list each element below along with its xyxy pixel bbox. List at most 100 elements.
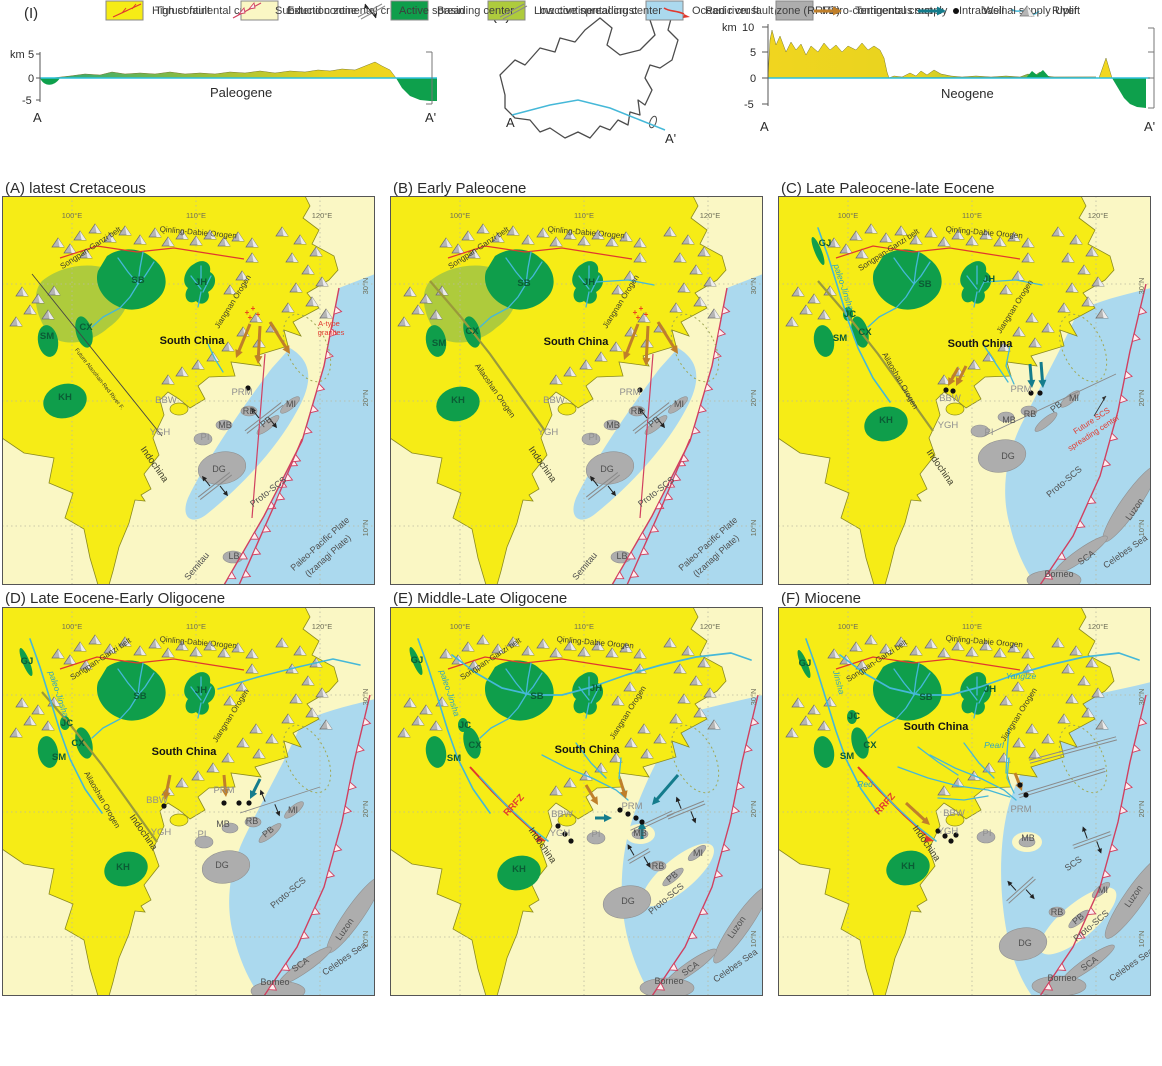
uplift-icon-face (1019, 738, 1025, 747)
uplift-icon-face (288, 714, 294, 723)
well-dot (1028, 390, 1034, 396)
uplift-icon-face (676, 714, 682, 723)
spreading-axis (239, 786, 321, 814)
subduction-tooth (1119, 394, 1129, 404)
active-spreading-center (585, 472, 621, 500)
map-shape (675, 796, 681, 803)
uplift-icon-face (688, 646, 694, 655)
uplift-icon-face (1035, 749, 1041, 758)
legend-label-uplift: Uplift (1055, 5, 1081, 17)
subduction-tooth (333, 305, 343, 315)
well-dot (161, 803, 167, 809)
subduction-tooth (315, 382, 326, 392)
thrust-fault-line (835, 656, 1021, 671)
basin-gj (19, 648, 33, 676)
uplift-icon-face (714, 309, 720, 318)
river-line (937, 795, 989, 801)
uplift-icon-face (228, 342, 234, 351)
uplift-icon-face (38, 705, 44, 714)
uplift-icon-face (155, 639, 161, 648)
uplift-icon-face (824, 721, 830, 730)
uplift-icon-face (1068, 253, 1074, 262)
basin-sm (813, 736, 835, 768)
map-label-120-e: 120°E (700, 211, 721, 220)
uplift-icon-face (616, 342, 622, 351)
river-line (805, 638, 879, 814)
map-label-bbw: BBW (939, 393, 961, 404)
uplift-icon-face (168, 237, 174, 246)
river-line (197, 702, 202, 719)
uplift-icon-face (1035, 338, 1041, 347)
map-label-pi: PI (985, 427, 994, 438)
uplift-icon-face (80, 231, 86, 240)
oceanic-crust (612, 274, 763, 585)
uplift-icon-face (252, 238, 258, 247)
river-line (197, 291, 202, 308)
uplift-icon-face (792, 317, 798, 326)
well-dot (236, 800, 242, 806)
micro-continental-block (970, 424, 990, 438)
terrigenous-arrow (268, 321, 289, 351)
granite-cross: + (245, 308, 250, 317)
arrow-head (623, 351, 631, 360)
uplift-icon-face (16, 317, 22, 326)
dotted-outline (282, 313, 332, 383)
terrain-above (51, 61, 397, 79)
map-label-sm: SM (833, 333, 847, 344)
uplift-icon-face (228, 753, 234, 762)
uplift-icon-face (474, 249, 480, 258)
subduction-tooth (1138, 306, 1148, 316)
map-label-ygh: YGH (151, 827, 172, 838)
panel-a-title: (A) latest Cretaceous (5, 180, 146, 197)
trench-line (251, 353, 266, 519)
uplift-icon-face (288, 303, 294, 312)
uplift-icon-face (196, 236, 202, 245)
map-label-110-e: 110°E (186, 622, 206, 631)
river-line (505, 668, 527, 696)
uplift-icon-face (556, 786, 562, 795)
map-shape (627, 844, 633, 850)
map-label-sb: SB (131, 275, 144, 286)
terrigenous-arrow (236, 323, 252, 354)
map-label-30-n: 30°N (361, 278, 370, 295)
micro-continental-block (280, 396, 300, 414)
map-label-jh: JH (583, 277, 595, 288)
map-shape (222, 490, 229, 497)
uplift-icon-face (1092, 247, 1098, 256)
arrow-head (235, 349, 243, 358)
well-dot (639, 819, 645, 825)
uplift-icon-face (256, 724, 262, 733)
uplift-icon-face (570, 230, 576, 239)
uplift-icon-face (1006, 696, 1012, 705)
map-label-jc: JC (844, 309, 856, 320)
well-dot (935, 828, 941, 834)
map-label-110-e: 110°E (574, 211, 594, 220)
basin-sm (425, 736, 447, 768)
high-crust-mainland (778, 607, 1115, 996)
uplift-icon-face (1032, 313, 1038, 322)
map-label-prm: PRM (621, 801, 642, 812)
tick-m5: -5 (744, 99, 754, 111)
granite-cross: + (636, 313, 641, 322)
uplift-icon-face (1014, 643, 1020, 652)
basin-sb (484, 249, 554, 310)
river-line (525, 662, 532, 696)
active-spreading-center (244, 402, 284, 434)
map-label-jc: JC (459, 720, 471, 731)
terrigenous-arrow (656, 321, 677, 351)
subduction-icon (232, 1, 262, 19)
map-label-cx: CX (71, 738, 85, 749)
map-label-cx: CX (79, 322, 93, 333)
uplift-icon-face (182, 230, 188, 239)
map-label-20-n: 20°N (1137, 390, 1146, 407)
map-label-sm: SM (432, 338, 446, 349)
uplift-icon-face (1048, 323, 1054, 332)
river-line (839, 652, 1140, 696)
panel-d-title: (D) Late Eocene-Early Oligocene (5, 590, 226, 607)
legend-item-active-spreading-center: Active spreading center (352, 0, 514, 22)
uplift-icon-face (626, 643, 632, 652)
uplift-icon-face (901, 226, 907, 235)
uplift-icon-face (814, 705, 820, 714)
legend-label-active-spreading-center: Active spreading center (399, 5, 514, 17)
uplift-icon-face (986, 641, 992, 650)
